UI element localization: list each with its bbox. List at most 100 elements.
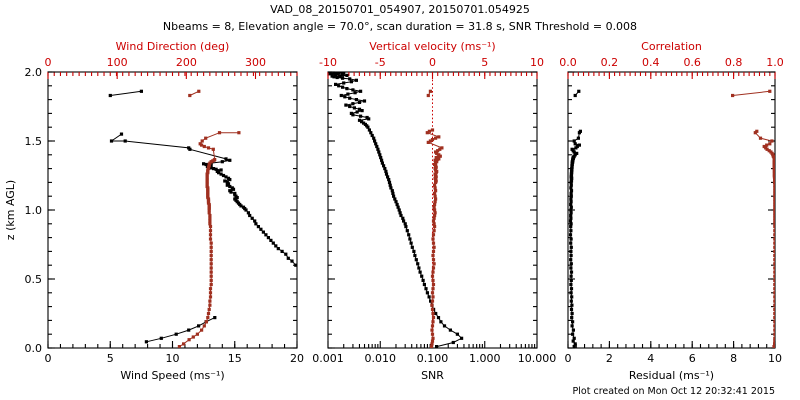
panel-middle: -10 -5 0 5 10 0.001 0.010 0.100 1.000 10.000 Verti… (312, 40, 556, 382)
data-point (429, 299, 433, 303)
data-point (570, 311, 574, 316)
data-point (434, 156, 438, 160)
data-point (250, 216, 254, 220)
data-point (230, 186, 234, 190)
data-point (209, 266, 213, 270)
data-point (569, 307, 574, 311)
data-point (773, 208, 775, 212)
data-point (433, 211, 437, 215)
data-point (208, 237, 213, 241)
data-point (437, 153, 441, 157)
data-point (334, 82, 338, 86)
data-point (578, 129, 582, 133)
data-point (387, 178, 391, 182)
data-point (353, 91, 357, 95)
data-point (769, 150, 773, 154)
data-point (220, 160, 224, 164)
data-point (159, 336, 163, 340)
data-point (569, 213, 573, 218)
data-point (758, 136, 763, 140)
data-point (569, 270, 574, 274)
data-point (266, 236, 270, 240)
data-point (773, 324, 775, 328)
data-point (352, 106, 356, 110)
data-point (773, 202, 775, 207)
data-point (191, 335, 195, 339)
data-point (773, 211, 775, 215)
data-point (395, 202, 399, 207)
bottom-tick-label: 0.100 (417, 352, 449, 365)
data-point (773, 339, 775, 343)
y-axis-label: z (km AGL) (4, 180, 17, 240)
data-point (573, 142, 577, 146)
data-point (187, 338, 191, 342)
data-point (200, 139, 204, 143)
bottom-axis-title-right: Residual (ms⁻¹) (629, 369, 714, 382)
data-point (373, 139, 377, 143)
data-point (123, 139, 127, 143)
top-tick-label: 300 (245, 56, 266, 69)
data-point (188, 93, 192, 98)
data-point (429, 345, 434, 348)
data-point (430, 307, 435, 311)
data-point (398, 211, 402, 215)
data-point (438, 147, 442, 151)
data-point (433, 208, 437, 212)
data-point (213, 158, 217, 162)
data-point (341, 76, 345, 80)
data-point (773, 291, 775, 295)
data-point (360, 120, 364, 124)
data-point (261, 230, 265, 234)
data-point (569, 225, 573, 229)
data-point (434, 197, 438, 201)
data-point (259, 227, 263, 231)
data-point (374, 142, 378, 146)
data-point (342, 72, 346, 75)
top-tick-label: 1.0 (766, 56, 784, 69)
data-point (773, 197, 775, 201)
data-point (413, 253, 417, 258)
data-point (215, 169, 219, 173)
data-point (431, 320, 435, 324)
data-point (430, 324, 435, 328)
data-point (773, 216, 775, 220)
top-tick-label: 10 (530, 56, 544, 69)
data-point (575, 144, 579, 149)
data-point (202, 162, 206, 166)
bottom-axis-title-left: Wind Speed (ms⁻¹) (120, 369, 224, 382)
data-point (433, 186, 437, 190)
data-point (569, 197, 573, 201)
bottom-axis-title-middle: SNR (421, 369, 444, 382)
data-point (569, 258, 573, 262)
data-point (773, 287, 775, 291)
data-point (422, 282, 426, 287)
data-point (773, 200, 775, 204)
data-point (108, 93, 112, 98)
data-point (436, 155, 440, 159)
data-point (427, 129, 431, 133)
data-point (378, 153, 382, 157)
data-point (256, 225, 260, 229)
data-point (290, 259, 294, 263)
bottom-tick-label: 8 (730, 352, 737, 365)
series-group (568, 89, 775, 348)
data-point (209, 241, 213, 245)
data-point (343, 95, 347, 99)
data-point (396, 205, 400, 209)
data-point (202, 324, 206, 328)
data-point (204, 136, 208, 140)
data-point (280, 249, 284, 253)
data-point (332, 72, 336, 74)
data-point (434, 150, 438, 154)
data-point (359, 89, 363, 93)
data-point (430, 128, 435, 132)
data-point (389, 186, 393, 190)
data-point (233, 197, 237, 201)
data-point (568, 233, 573, 237)
data-point (569, 245, 573, 249)
data-point (460, 336, 464, 340)
bottom-tick-label: 10 (166, 352, 180, 365)
data-point (573, 342, 577, 346)
data-point (382, 164, 386, 168)
top-tick-label: 0.2 (601, 56, 619, 69)
